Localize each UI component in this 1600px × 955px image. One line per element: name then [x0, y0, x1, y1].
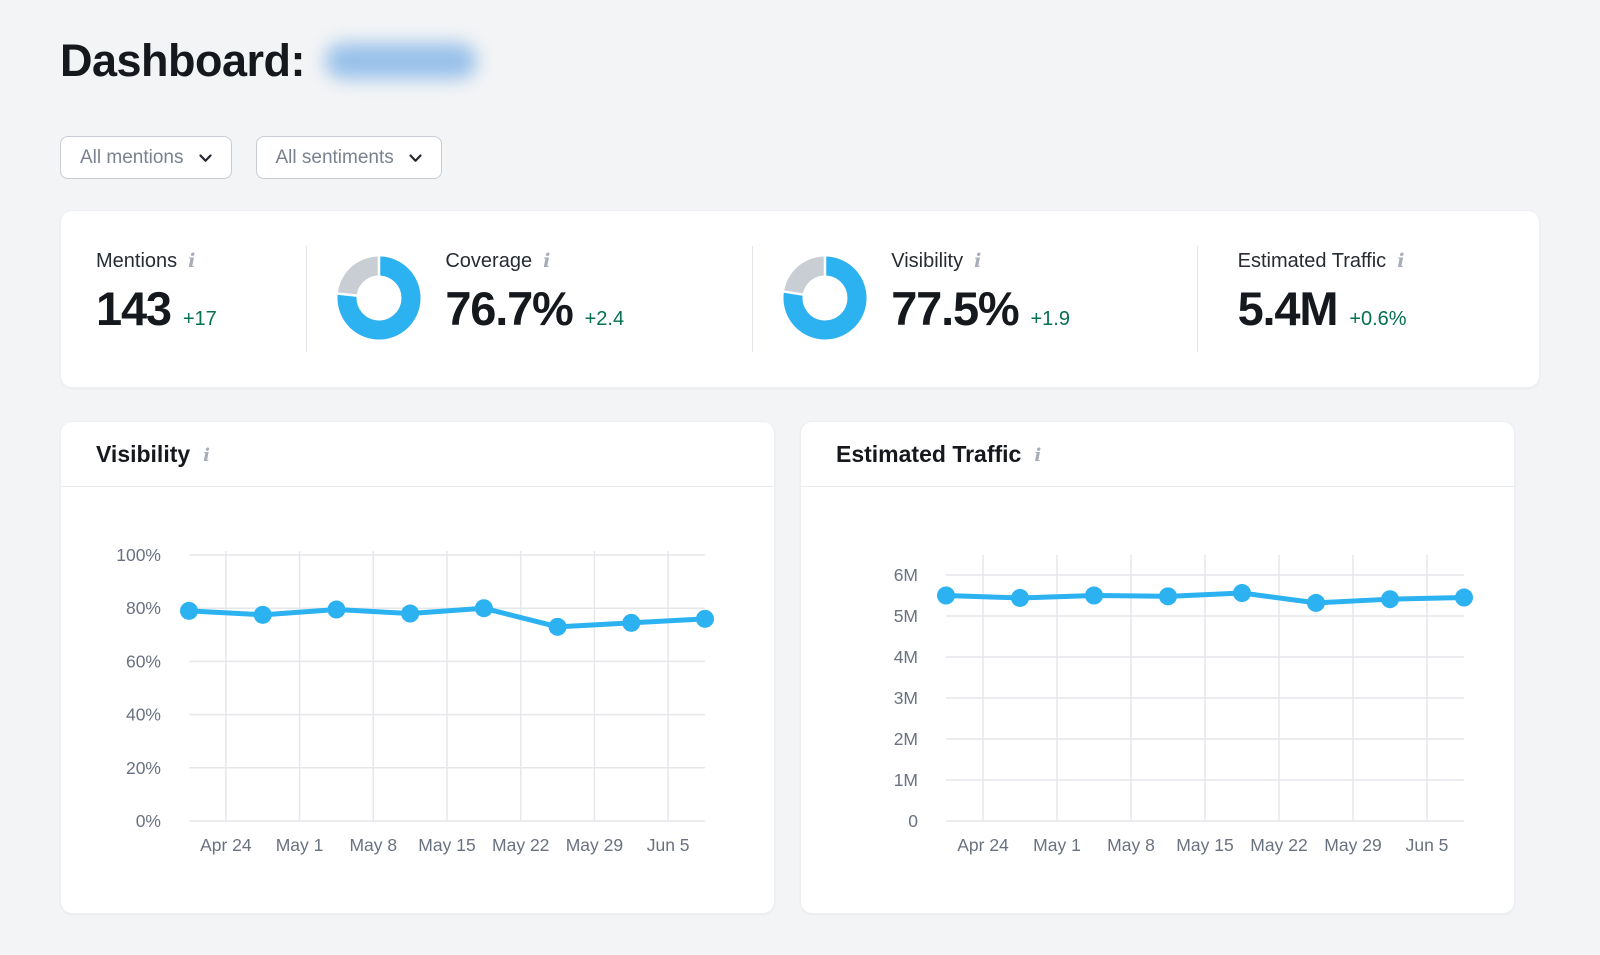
visibility-label: Visibility: [891, 250, 964, 272]
svg-text:1M: 1M: [894, 770, 918, 790]
svg-text:May 29: May 29: [1324, 835, 1381, 855]
info-icon[interactable]: i: [203, 444, 211, 466]
redacted-project-name: [325, 43, 478, 79]
chevron-down-icon: [198, 154, 212, 162]
svg-text:May 1: May 1: [1033, 835, 1081, 855]
sentiments-filter-label: All sentiments: [275, 146, 394, 168]
svg-text:Apr 24: Apr 24: [200, 835, 252, 855]
stat-estimated-traffic: Estimated Traffic i 5.4M +0.6%: [1198, 211, 1539, 387]
svg-text:May 1: May 1: [276, 835, 324, 855]
info-icon[interactable]: i: [1034, 444, 1042, 466]
estimated-traffic-chart-title: Estimated Traffic: [836, 440, 1022, 467]
estimated-traffic-chart-header: Estimated Traffic i: [801, 422, 1514, 487]
coverage-label: Coverage: [445, 250, 533, 272]
title-row: Dashboard:: [60, 30, 1540, 92]
filter-row: All mentions All sentiments: [60, 136, 1540, 179]
svg-text:May 22: May 22: [1250, 835, 1307, 855]
info-icon[interactable]: i: [188, 249, 196, 272]
dashboard-page: Dashboard: All mentions All sentiments M…: [60, 30, 1540, 914]
visibility-delta: +1.9: [1030, 308, 1070, 330]
stat-coverage: Coverage i 76.7% +2.4: [307, 211, 752, 387]
svg-text:Apr 24: Apr 24: [957, 835, 1009, 855]
stats-divider: [1196, 246, 1198, 352]
sentiments-filter-dropdown[interactable]: All sentiments: [255, 136, 442, 179]
summary-stats-card: Mentions i 143 +17 Coverage i 76.7% +2: [60, 210, 1540, 388]
svg-text:5M: 5M: [894, 606, 918, 626]
coverage-donut-chart: [337, 256, 421, 340]
coverage-delta: +2.4: [584, 308, 625, 330]
svg-text:80%: 80%: [126, 598, 161, 618]
svg-text:Jun 5: Jun 5: [647, 835, 690, 855]
mentions-label: Mentions: [96, 250, 178, 272]
charts-row: Visibility i 0% 20% 40% 60% 80% 100% Apr 24 May…: [60, 421, 1540, 914]
estimated-traffic-label: Estimated Traffic: [1237, 250, 1387, 272]
svg-text:2M: 2M: [894, 729, 918, 749]
svg-text:100%: 100%: [116, 545, 161, 565]
visibility-donut-chart: [783, 256, 867, 340]
stat-mentions: Mentions i 143 +17: [61, 211, 306, 387]
info-icon[interactable]: i: [1397, 249, 1405, 272]
svg-text:May 29: May 29: [566, 835, 623, 855]
svg-text:40%: 40%: [126, 705, 161, 725]
svg-text:May 8: May 8: [1107, 835, 1155, 855]
svg-text:Jun 5: Jun 5: [1406, 835, 1449, 855]
chevron-down-icon: [409, 154, 422, 162]
coverage-value: 76.7%: [445, 282, 573, 335]
svg-text:4M: 4M: [894, 647, 918, 667]
svg-text:May 15: May 15: [418, 835, 475, 855]
svg-text:May 15: May 15: [1176, 835, 1233, 855]
svg-text:3M: 3M: [894, 688, 918, 708]
stat-visibility: Visibility i 77.5% +1.9: [753, 211, 1196, 387]
svg-text:May 22: May 22: [492, 835, 549, 855]
visibility-chart-title: Visibility: [96, 440, 191, 467]
mentions-filter-label: All mentions: [80, 146, 184, 168]
svg-text:6M: 6M: [894, 565, 918, 585]
page-title: Dashboard:: [60, 35, 306, 87]
visibility-line-chart[interactable]: 0% 20% 40% 60% 80% 100% Apr 24 May 1 May 8 May 15…: [61, 487, 774, 913]
info-icon[interactable]: i: [974, 249, 982, 272]
info-icon[interactable]: i: [543, 249, 551, 272]
estimated-traffic-chart-card: Estimated Traffic i 0 1M 2M 3M 4M 5M 6M Apr 24 M…: [800, 421, 1515, 914]
svg-text:20%: 20%: [126, 758, 161, 778]
estimated-traffic-value: 5.4M: [1237, 282, 1339, 335]
visibility-value: 77.5%: [891, 282, 1019, 335]
mentions-value: 143: [96, 282, 172, 335]
svg-text:May 8: May 8: [349, 835, 397, 855]
visibility-chart-card: Visibility i 0% 20% 40% 60% 80% 100% Apr 24 May…: [60, 421, 775, 914]
estimated-traffic-delta: +0.6%: [1349, 308, 1407, 330]
stats-divider: [752, 246, 754, 352]
svg-text:0%: 0%: [136, 811, 161, 831]
mentions-delta: +17: [182, 308, 217, 330]
mentions-filter-dropdown[interactable]: All mentions: [60, 136, 232, 179]
visibility-chart-header: Visibility i: [61, 422, 774, 487]
svg-text:60%: 60%: [126, 651, 161, 671]
svg-text:0: 0: [908, 811, 918, 831]
stats-divider: [306, 246, 308, 352]
estimated-traffic-line-chart[interactable]: 0 1M 2M 3M 4M 5M 6M Apr 24 May 1 May 8 May 15 May 2…: [801, 487, 1514, 913]
